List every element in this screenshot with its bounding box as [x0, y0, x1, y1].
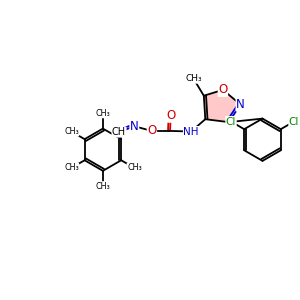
Text: CH₃: CH₃	[95, 109, 110, 118]
Text: N: N	[236, 98, 245, 111]
Text: CH: CH	[112, 127, 126, 137]
Text: O: O	[166, 109, 175, 122]
Text: Cl: Cl	[226, 116, 236, 127]
Text: N: N	[130, 120, 139, 133]
Text: NH: NH	[184, 127, 199, 136]
Text: O: O	[147, 124, 157, 137]
Polygon shape	[204, 90, 241, 122]
Text: CH₃: CH₃	[185, 74, 202, 83]
Text: CH₃: CH₃	[64, 164, 79, 172]
Text: O: O	[218, 83, 227, 96]
Text: Cl: Cl	[289, 116, 299, 127]
Text: CH₃: CH₃	[95, 182, 110, 190]
Text: CH₃: CH₃	[127, 164, 142, 172]
Text: CH₃: CH₃	[64, 127, 79, 136]
